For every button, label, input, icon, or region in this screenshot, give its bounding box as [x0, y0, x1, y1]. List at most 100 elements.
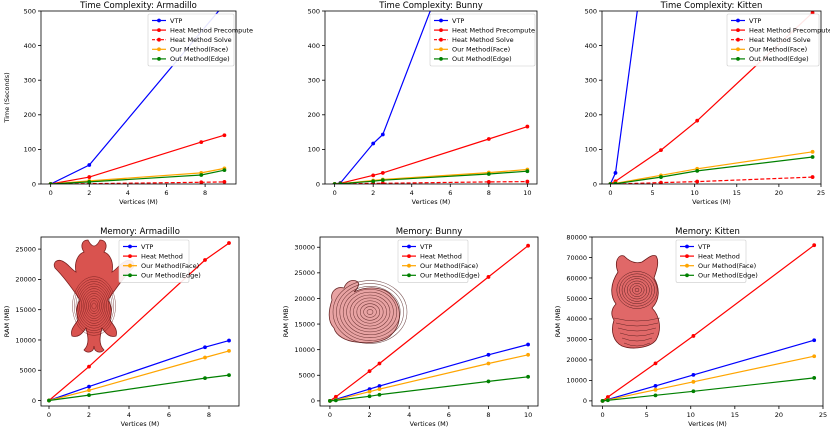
y-tick-label: 70000	[566, 254, 587, 262]
y-tick-label: 0	[32, 180, 36, 188]
data-point	[380, 181, 385, 184]
y-tick-label: 0	[583, 397, 587, 405]
legend-label: Out Method(Edge)	[452, 55, 512, 63]
y-tick-label: 100	[585, 146, 597, 154]
x-tick-label: 4	[410, 189, 414, 197]
series-line-3	[329, 354, 529, 402]
y-tick-label: 0	[32, 397, 36, 405]
y-tick-label: 15000	[294, 320, 315, 328]
data-point	[526, 342, 530, 347]
data-point	[377, 387, 382, 391]
x-tick-label: 0	[49, 189, 53, 197]
plot-frame	[591, 236, 824, 407]
data-point	[87, 384, 91, 389]
data-point	[526, 352, 530, 357]
x-tick-label: 15	[733, 189, 741, 197]
x-tick-label: 25	[817, 189, 825, 197]
y-tick-label: 50000	[566, 295, 587, 303]
y-tick-label: 40000	[566, 315, 587, 323]
plot-frame	[324, 10, 538, 185]
data-point	[333, 398, 338, 403]
series-line-4	[329, 376, 529, 402]
x-tick-label: 2	[371, 189, 375, 197]
data-point	[380, 178, 385, 183]
x-tick-label: 6	[164, 189, 168, 197]
data-point	[367, 389, 372, 394]
x-tick-label: 0	[328, 411, 332, 419]
data-point	[525, 124, 530, 129]
series-line-1	[48, 340, 230, 402]
legend-label: Heat Method Solve	[749, 36, 811, 44]
x-tick-label: 8	[203, 189, 207, 197]
chart-title: Time Complexity: Armadillo	[79, 1, 197, 11]
y-axis-label: RAM (MB)	[3, 306, 11, 338]
legend-label: Our Method(Face)	[420, 262, 478, 270]
chart-panel-1: Time Complexity: Armadillo 0 2 4 6 8 0 100 200 30…	[3, 1, 253, 206]
legend-label: Our Method(Face)	[170, 46, 228, 54]
data-point	[222, 168, 227, 173]
legend-label: VTP	[420, 243, 432, 251]
x-axis-label: Vertices (M)	[412, 198, 451, 206]
data-point	[227, 348, 231, 353]
data-point	[486, 172, 491, 176]
x-axis-label: Vertices (M)	[119, 198, 158, 206]
series-line-4	[602, 377, 815, 402]
y-tick-label: 15000	[15, 306, 36, 314]
y-axis-label: RAM (MB)	[554, 306, 562, 338]
data-point	[810, 149, 815, 154]
legend-label: Our Method(Face)	[452, 46, 510, 54]
x-tick-label: 6	[167, 411, 171, 419]
data-point	[691, 372, 696, 377]
legend-label: Our Method(Edge)	[420, 272, 480, 280]
data-point	[333, 394, 338, 399]
series-line-1	[602, 339, 815, 402]
x-axis-label: Vertices (M)	[410, 420, 449, 428]
series-line-1	[334, 11, 431, 184]
y-tick-label: 200	[585, 111, 597, 119]
x-tick-label: 2	[87, 411, 91, 419]
x-tick-label: 0	[333, 189, 337, 197]
legend-label: Heat Method Solve	[170, 36, 232, 44]
y-tick-label: 500	[308, 7, 320, 15]
series-line-2	[50, 134, 225, 184]
x-tick-label: 8	[486, 411, 490, 419]
x-tick-label: 5	[645, 411, 649, 419]
data-point	[691, 379, 696, 384]
x-tick-label: 20	[775, 189, 783, 197]
chart-title: Memory: Armadillo	[100, 227, 180, 237]
x-tick-label: 10	[691, 189, 699, 197]
data-point	[613, 181, 618, 184]
legend-label: Heat Method Solve	[452, 36, 514, 44]
data-point	[605, 395, 610, 399]
data-point	[605, 398, 610, 403]
data-point	[203, 376, 207, 381]
y-tick-label: 5000	[19, 367, 36, 375]
data-point	[367, 394, 372, 399]
data-point	[87, 175, 92, 179]
legend-label: VTP	[141, 243, 153, 251]
data-point	[371, 179, 376, 184]
x-tick-label: 6	[447, 411, 451, 419]
y-tick-label: 80000	[566, 233, 587, 241]
data-point	[203, 355, 207, 360]
data-point	[223, 2, 227, 6]
data-point	[338, 181, 343, 184]
data-point	[695, 168, 700, 173]
bunny-model-icon	[328, 280, 408, 344]
data-point	[367, 369, 372, 374]
data-point	[653, 387, 658, 392]
data-point	[659, 175, 663, 179]
legend-label: Out Method(Edge)	[749, 55, 809, 63]
legend-label: Heat Method Precompute	[452, 26, 535, 34]
data-point	[227, 373, 231, 378]
y-tick-label: 20000	[566, 356, 587, 364]
data-point	[810, 155, 815, 159]
data-point	[371, 173, 376, 178]
x-tick-label: 15	[731, 411, 739, 419]
legend-label: Our Method(Face)	[141, 262, 199, 270]
data-point	[486, 352, 491, 357]
data-point	[199, 173, 204, 177]
